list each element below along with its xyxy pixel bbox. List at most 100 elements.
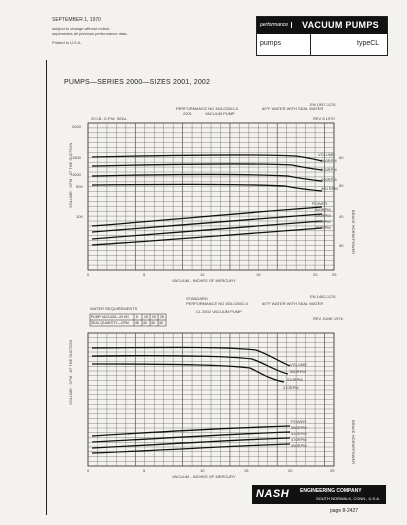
chart2-power-470rpm <box>91 437 291 449</box>
margin-rule <box>46 60 47 515</box>
chart1-label: 490RPM <box>321 177 337 182</box>
nash-footer-banner: NASH ENGINEERING COMPANY SOUTH NORWALK, … <box>252 485 386 504</box>
chart1-rev: REV 8 1970 <box>313 116 335 121</box>
nash-logo: NASH <box>256 488 290 500</box>
water-table-cell: 40 <box>151 321 155 325</box>
chart2-xtick: 15 <box>244 468 249 473</box>
chart1-xtick: 15 <box>256 272 261 277</box>
notice-line-2: supersedes all previous performance data… <box>52 31 128 36</box>
chart1-xtick: 5 <box>143 272 146 277</box>
chart1-label: 560RPM <box>315 207 331 212</box>
water-table-cell: 15 <box>144 315 148 319</box>
chart2-ylabel-left: VOLUME · CFM · AT THE SUCTION <box>68 339 73 405</box>
chart1-rtick: 50 <box>339 183 344 188</box>
product-header-box: performance VACUUM PUMPS pumps typeCL <box>256 16 388 56</box>
chart1-power-490rpm <box>91 220 323 240</box>
chart1-size: 2001 <box>183 111 192 116</box>
chart1-sheet-no: EN 1957-1176 <box>310 102 336 107</box>
chart2-label: 560RPM <box>290 369 306 374</box>
chart1-label: VOLUME <box>318 152 335 157</box>
chart1-volume-450rpm <box>91 183 323 192</box>
chart2-label: 470RPM <box>291 437 307 442</box>
chart2-grid <box>87 332 335 467</box>
chart1-grid <box>87 122 335 271</box>
chart1-label: 530RPM <box>321 167 337 172</box>
chart1-label: 450 RPM <box>321 186 338 191</box>
chart1-rtick: 30 <box>339 243 344 248</box>
chart1-ytick: 100 <box>76 214 83 219</box>
chart1-label: POWER <box>312 201 328 206</box>
water-table-cell: 20 <box>152 315 156 319</box>
chart2-label: POWER <box>291 419 307 424</box>
chart1-volume-560rpm <box>91 154 323 162</box>
chart1-volume-530rpm <box>91 163 323 171</box>
chart2-xlabel: VACUUM - INCHES OF MERCURY <box>172 474 236 479</box>
notice-line-1: subject to change without notice; <box>52 26 111 31</box>
chart2-xtick: 5 <box>143 468 146 473</box>
chart2-xtick: 25 <box>330 468 335 473</box>
chart1-rtick: 40 <box>339 214 344 219</box>
water-table-cell: 40 <box>159 321 163 325</box>
chart2-xtick: 20 <box>288 468 293 473</box>
chart2-label: 510RPM <box>291 431 307 436</box>
company-name: ENGINEERING COMPANY <box>300 488 362 494</box>
chart1-power-560rpm <box>91 206 323 227</box>
chart1-ylabel-right: BRAKE HORSEPOWER <box>351 210 356 255</box>
chart2-label: 470RPM <box>283 385 299 390</box>
chart2-volume-510rpm <box>91 354 289 375</box>
chart1-label: 530RPM <box>315 213 331 218</box>
chart1-volume-490rpm <box>91 173 323 182</box>
chart1-perf-line: PERFORMANCE NO 453-02001-0 <box>176 106 239 111</box>
product-title: VACUUM PUMPS <box>302 20 379 30</box>
chart2-power-510rpm <box>91 431 291 443</box>
chart1-power-450rpm <box>91 227 323 246</box>
chart1-label: 450RPM <box>315 225 331 230</box>
water-table-cell: 5 <box>136 315 138 319</box>
type-label: typeCL <box>357 40 380 47</box>
water-table-cell: 45 <box>135 321 139 325</box>
header-divider <box>310 34 311 55</box>
chart1-seal-note: 60°F WATER WITH SEAL WATER <box>262 106 324 111</box>
chart2-label: VOLUME <box>290 362 307 367</box>
performance-label: performance <box>260 22 293 28</box>
printed-note: Printed in U.S.A. <box>52 40 82 45</box>
chart2-volume-560rpm <box>91 346 291 367</box>
header-banner: performance VACUUM PUMPS <box>257 17 387 34</box>
page-number: page 8-2427 <box>330 508 359 514</box>
chart2-volume-470rpm <box>91 363 285 383</box>
chart1-subtitle: VACUUM PUMP <box>205 111 235 116</box>
chart2-curves <box>91 346 291 454</box>
document-title: PUMPS—SERIES 2000—SIZES 2001, 2002 <box>64 79 211 86</box>
chart2-standard: STANDARD <box>186 296 208 301</box>
chart2-water-req: WATER REQUIREMENTS <box>90 306 138 311</box>
water-table-row2: SEAL QUANTITY—GPM <box>91 321 129 325</box>
chart1-ytick: 1000 <box>72 172 81 177</box>
chart2-label: 450RPM <box>291 443 307 448</box>
chart2-sheet-no: EN 1462-1176 <box>310 294 336 299</box>
chart1-rtick: 60 <box>339 155 344 160</box>
chart1-xlabel: VACUUM - INCHES OF MERCURY <box>172 278 236 283</box>
chart2-ylabel-right: BRAKE HORSEPOWER <box>351 420 356 465</box>
water-table-cell: 25 <box>160 315 164 319</box>
chart2-perf-line: PERFORMANCE NO 453-02002-0 <box>186 301 249 306</box>
chart1-label: 560RPM <box>321 158 337 163</box>
chart1-curves <box>91 154 323 246</box>
chart1-ytick: 500 <box>76 184 83 189</box>
header-subrow: pumps typeCL <box>257 34 387 55</box>
company-address: SOUTH NORWALK, CONN., U.S.A. <box>316 496 381 501</box>
chart2-seal-note: 60°F WATER WITH SEAL WATER <box>262 301 324 306</box>
chart1-ytick: 2000 <box>72 124 81 129</box>
chart2-label: 560RPM <box>291 425 307 430</box>
chart2-power-450rpm <box>91 443 291 454</box>
water-table-cell: 40 <box>143 321 147 325</box>
chart2-rev: REV JUNE 1976 <box>313 316 343 321</box>
chart2-water-table <box>89 313 167 327</box>
category-label: pumps <box>260 40 282 47</box>
chart2-power-560rpm <box>91 425 291 437</box>
document-date: SEPTEMBER 1, 1970 <box>52 17 101 23</box>
chart2-xtick: 10 <box>200 468 205 473</box>
chart1-power-530rpm <box>91 213 323 233</box>
chart2-xtick: 0 <box>87 468 90 473</box>
chart1-seal-small: 20 LB. G.P.M. SEAL <box>91 116 127 121</box>
